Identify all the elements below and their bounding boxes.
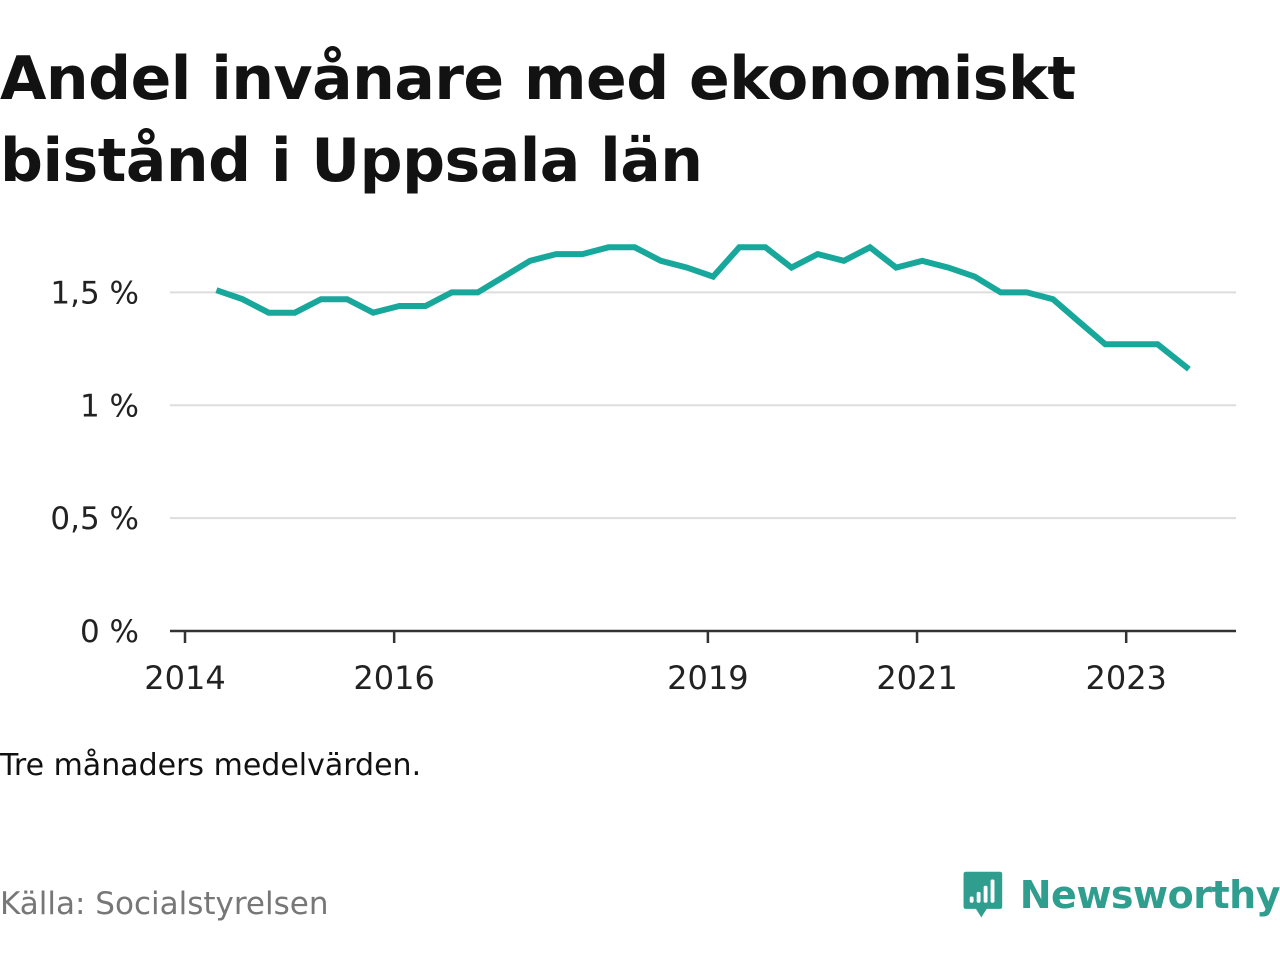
gridlines: [170, 291, 1236, 520]
chart-note: Tre månaders medelvärden.: [0, 748, 422, 783]
x-tick-label: 2023: [1085, 659, 1166, 697]
series-layer: [215, 243, 1191, 372]
y-tick-label: 1 %: [80, 388, 139, 424]
brand-name: Newsworthy: [1019, 873, 1280, 917]
newsworthy-bar-chart-logo-icon: [963, 871, 1003, 918]
source-text: Källa: Socialstyrelsen: [0, 886, 329, 922]
x-tick-label: 2021: [876, 659, 957, 697]
y-axis-tick-labels: 0 % 0,5 % 1 % 1,5 %: [50, 275, 139, 650]
x-tick-label: 2016: [353, 659, 434, 697]
series-line: [215, 243, 1191, 372]
x-tick-label: 2019: [667, 659, 748, 697]
y-tick-label: 1,5 %: [50, 275, 139, 311]
y-tick-label: 0 %: [80, 614, 139, 650]
y-tick-label: 0,5 %: [50, 501, 139, 537]
chart-title: Andel invånare med ekonomiskt bistånd i …: [0, 44, 1076, 196]
x-axis: [170, 629, 1236, 643]
x-axis-tick-labels: 2014 2016 2019 2021 2023: [144, 659, 1167, 697]
newsworthy-brand: Newsworthy: [962, 862, 1280, 928]
x-tick-label: 2014: [144, 659, 225, 697]
